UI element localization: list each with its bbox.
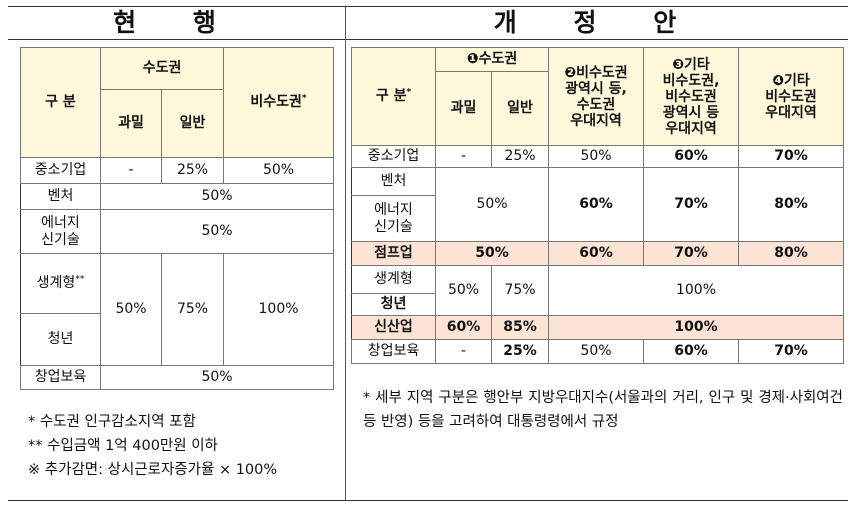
column-divider — [345, 6, 346, 500]
current-venture-value: 50% — [99, 183, 335, 210]
revised-header-col4-line1: ❹기타 — [772, 72, 810, 89]
current-livelihood-youth-overcrowded: 50% — [100, 253, 162, 366]
revised-header-col2-line1: ❷비수도권 — [564, 64, 628, 81]
revised-table: 구 분* ❶수도권 ❷비수도권 광역시 등, 수도권 우대지역 ❸기타 비수도권… — [351, 47, 844, 364]
current-header-category: 구 분 — [20, 47, 101, 158]
revised-livelihood-youth-general: 75% — [491, 265, 549, 316]
current-sme-general: 25% — [160, 157, 225, 184]
revised-jump-c3: 70% — [643, 241, 739, 266]
current-sme-label: 중소기업 — [20, 157, 101, 184]
revised-header-col3-line5: 우대지역 — [665, 120, 717, 137]
current-livelihood-youth-non-capital: 100% — [223, 253, 335, 366]
bottom-rule — [8, 500, 848, 501]
revised-note: * 세부 지역 구분은 행안부 지방우대지수(서울과의 거리, 인구 및 경제·… — [363, 390, 843, 430]
current-livelihood-label-text: 생계형 — [36, 275, 76, 291]
revised-header-col2-line3: 수도권 — [576, 96, 616, 113]
revised-header-col4-line2: 비수도권 — [765, 88, 817, 105]
current-energy-value: 50% — [99, 209, 335, 254]
revised-header-col3-line4: 광역시 등 — [662, 104, 720, 121]
current-childcare-label: 창업보육 — [20, 365, 101, 390]
revised-heading: 개 정 안 — [493, 8, 701, 37]
current-table: 구 분 수도권 비수도권* 과밀 일반 중소기업 - 25% 50% 벤처 50… — [20, 47, 335, 390]
revised-jump-capital: 50% — [435, 241, 549, 266]
revised-childcare-general: 25% — [491, 339, 549, 364]
heading-rule — [8, 39, 848, 40]
current-energy-label-line2: 신기술 — [41, 231, 80, 248]
current-header-non-capital: 비수도권* — [223, 47, 335, 158]
revised-sme-general: 25% — [491, 145, 549, 168]
current-header-general: 일반 — [160, 89, 225, 158]
revised-header-col2: ❷비수도권 광역시 등, 수도권 우대지역 — [548, 47, 644, 146]
top-rule — [8, 6, 848, 7]
current-livelihood-youth-general: 75% — [160, 253, 225, 366]
revised-energy-label-line1: 에너지 — [374, 201, 413, 218]
current-notes: * 수도권 인구감소지역 포함 ** 수입금액 1억 400만원 이하 ※ 추가… — [28, 410, 277, 482]
current-note-3: ※ 추가감면: 상시근로자증가율 × 100% — [28, 462, 278, 478]
current-livelihood-label: 생계형** — [20, 253, 101, 314]
revised-energy-label: 에너지 신기술 — [351, 195, 436, 242]
revised-childcare-c4: 70% — [738, 339, 844, 364]
revised-newindustry-overcrowded: 60% — [435, 315, 492, 340]
current-venture-label: 벤처 — [20, 183, 101, 210]
revised-header-category: 구 분* — [351, 47, 436, 146]
revised-newindustry-general: 85% — [491, 315, 549, 340]
revised-header-category-label: 구 분 — [375, 88, 407, 104]
current-heading: 현 행 — [113, 8, 240, 37]
revised-header-col3-line3: 비수도권 — [665, 88, 717, 105]
revised-sme-c4: 70% — [738, 145, 844, 168]
revised-sme-label: 중소기업 — [351, 145, 436, 168]
revised-header-col4: ❹기타 비수도권 우대지역 — [738, 47, 844, 146]
revised-jump-label: 점프업 — [351, 241, 436, 266]
revised-header-col3: ❸기타 비수도권, 비수도권 광역시 등 우대지역 — [643, 47, 739, 146]
revised-header-col2-line4: 우대지역 — [570, 112, 622, 129]
current-sme-overcrowded: - — [100, 157, 162, 184]
current-childcare-value: 50% — [99, 365, 335, 390]
current-energy-label-line1: 에너지 — [41, 214, 80, 231]
revised-header-general: 일반 — [491, 71, 549, 146]
current-youth-label: 청년 — [20, 313, 101, 366]
revised-childcare-c2: 50% — [548, 339, 644, 364]
current-note-1: * 수도권 인구감소지역 포함 — [28, 414, 196, 430]
current-energy-label: 에너지 신기술 — [20, 209, 101, 254]
revised-jump-c4: 80% — [738, 241, 844, 266]
revised-livelihood-youth-overcrowded: 50% — [435, 265, 492, 316]
revised-childcare-label: 창업보육 — [351, 339, 436, 364]
revised-header-col2-line2: 광역시 등, — [565, 80, 627, 97]
current-header-overcrowded: 과밀 — [100, 89, 162, 158]
revised-header-col3-line1: ❸기타 — [672, 56, 710, 73]
revised-energy-label-line2: 신기술 — [374, 218, 413, 235]
revised-youth-label: 청년 — [351, 293, 436, 316]
revised-header-category-mark: * — [406, 87, 412, 98]
revised-childcare-c3: 60% — [643, 339, 739, 364]
revised-jump-c2: 60% — [548, 241, 644, 266]
revised-sme-c3: 60% — [643, 145, 739, 168]
current-header-non-capital-label: 비수도권 — [250, 94, 302, 110]
revised-newindustry-label: 신산업 — [351, 315, 436, 340]
current-livelihood-mark: ** — [75, 274, 85, 285]
revised-newindustry-rest: 100% — [548, 315, 844, 340]
revised-venture-energy-c4: 80% — [738, 167, 844, 242]
revised-header-col4-line3: 우대지역 — [765, 104, 817, 121]
revised-sme-c2: 50% — [548, 145, 644, 168]
revised-childcare-overcrowded: - — [435, 339, 492, 364]
revised-header-overcrowded: 과밀 — [435, 71, 492, 146]
revised-sme-overcrowded: - — [435, 145, 492, 168]
current-header-non-capital-mark: * — [301, 93, 307, 104]
current-sme-non-capital: 50% — [223, 157, 335, 184]
current-note-2: ** 수입금액 1억 400만원 이하 — [28, 438, 218, 454]
revised-livelihood-label: 생계형 — [351, 265, 436, 294]
current-header-capital: 수도권 — [99, 47, 225, 90]
revised-venture-label: 벤처 — [351, 167, 436, 196]
revised-venture-energy-c2: 60% — [548, 167, 644, 242]
revised-header-col1: ❶수도권 — [435, 47, 549, 72]
revised-venture-energy-c3: 70% — [643, 167, 739, 242]
revised-venture-energy-capital: 50% — [435, 167, 549, 242]
revised-livelihood-youth-rest: 100% — [548, 265, 844, 316]
revised-header-col3-line2: 비수도권, — [662, 72, 720, 89]
